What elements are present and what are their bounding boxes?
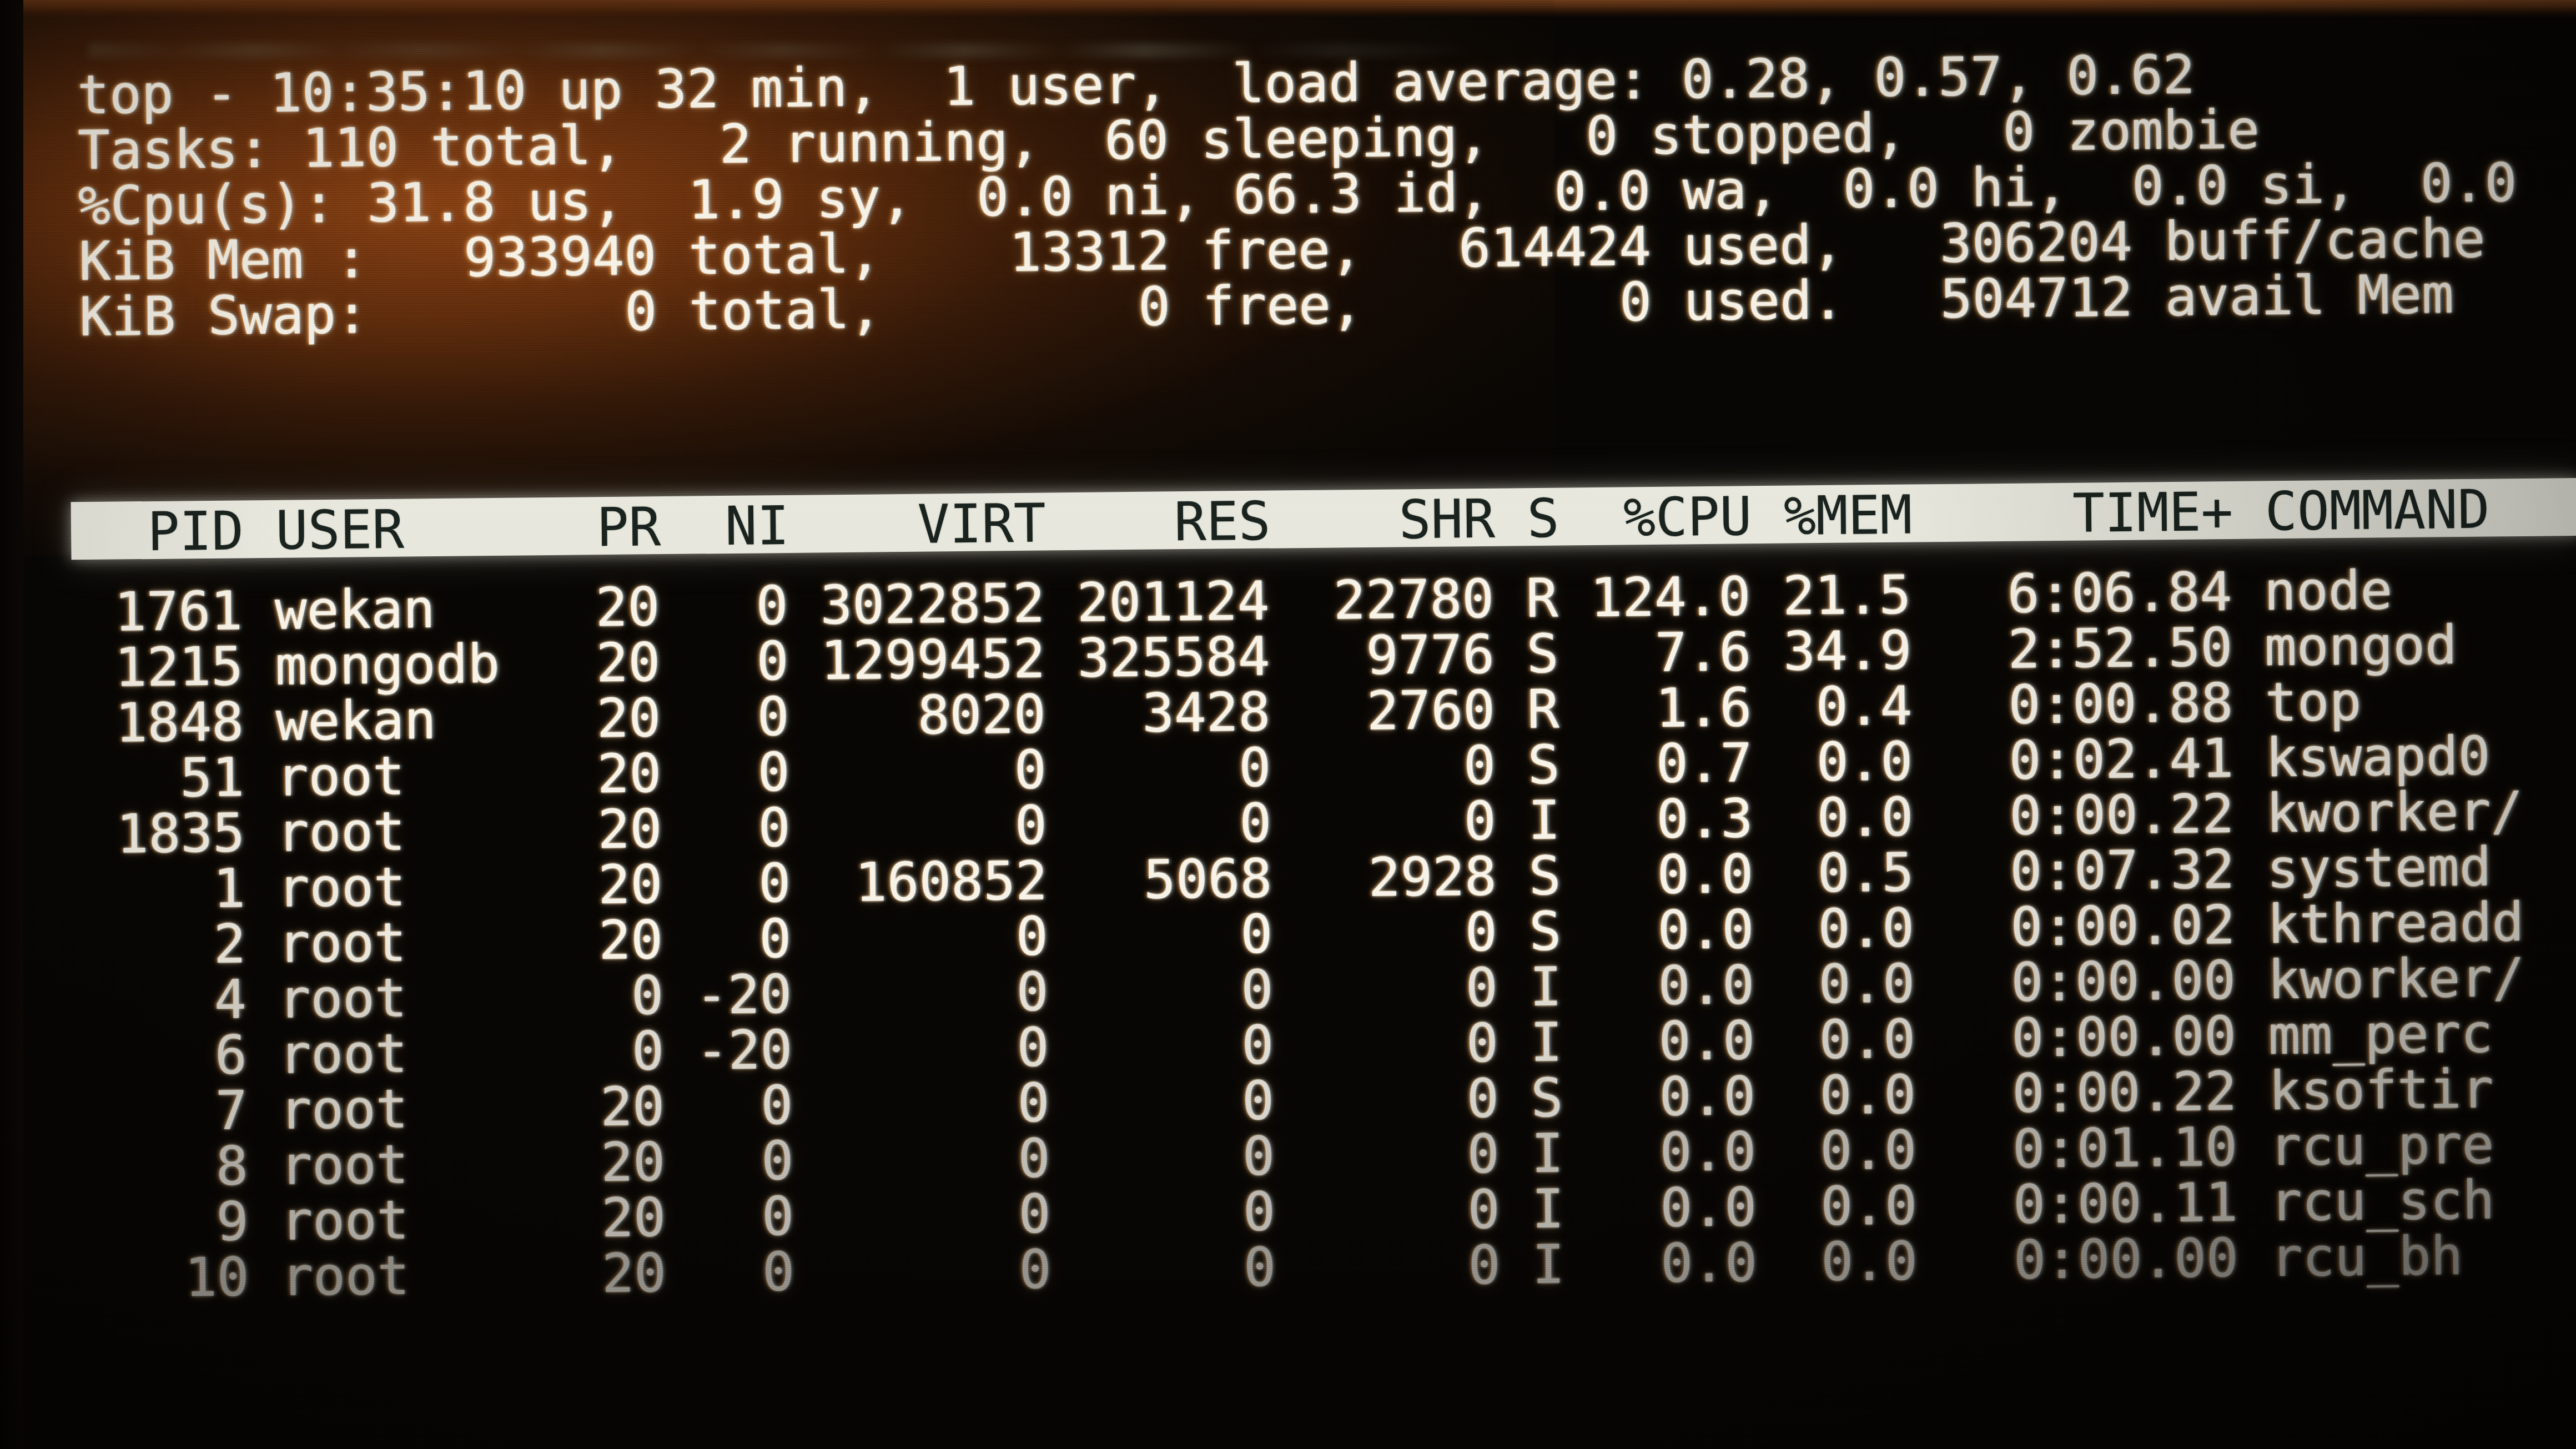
process-list[interactable]: 1761 wekan 20 0 3022852 201124 22780 R 1… [0,0,2569,3]
terminal-screen-photo: top - 10:35:10 up 32 min, 1 user, load a… [0,0,2576,1449]
top-terminal-output[interactable]: top - 10:35:10 up 32 min, 1 user, load a… [0,0,2576,1449]
monitor-bezel-left [0,0,23,1449]
